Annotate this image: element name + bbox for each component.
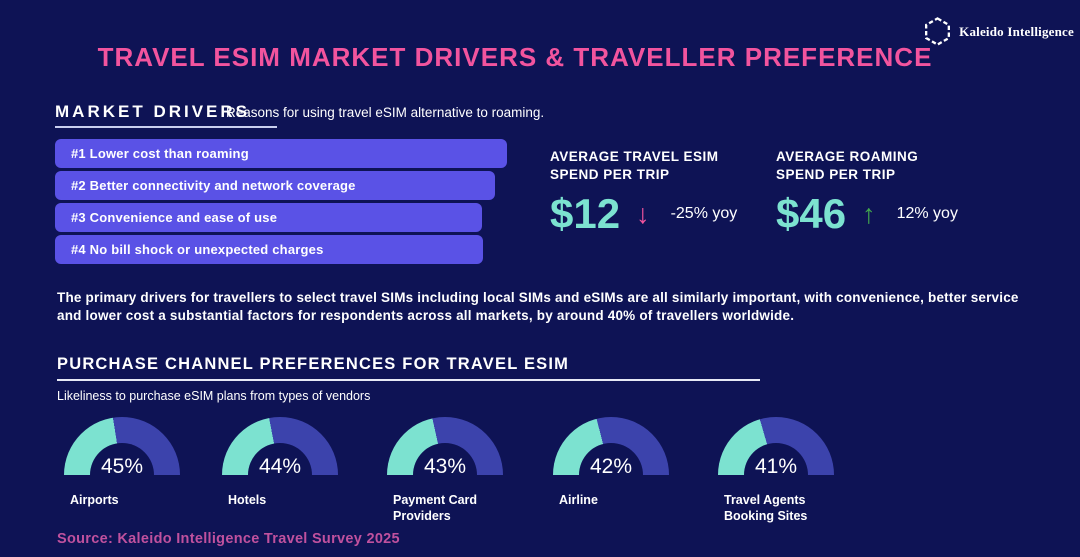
stat-change: -25% yoy	[670, 205, 738, 222]
gauge-value: 43%	[423, 455, 467, 475]
gauge-unit-airports: 45% Airports	[64, 417, 214, 508]
market-drivers-heading: MARKET DRIVERS	[55, 102, 251, 121]
gauge-label: Airports	[70, 493, 119, 507]
gauge-value: 42%	[589, 455, 633, 475]
driver-bar: #3 Convenience and ease of use	[55, 203, 482, 232]
stat-value: $46	[776, 190, 847, 237]
gauge-unit-airline: 42% Airline	[553, 417, 703, 508]
gauge-chart: 42%	[553, 417, 669, 475]
arrow-up-icon: ↑	[862, 198, 876, 229]
gauge-label: Airline	[559, 493, 598, 507]
kaleido-logo: Kaleido Intelligence	[922, 16, 1074, 47]
purchase-channels-subtitle: Likeliness to purchase eSIM plans from t…	[57, 389, 371, 403]
driver-bar: #4 No bill shock or unexpected charges	[55, 235, 483, 264]
gauge-unit-hotels: 44% Hotels	[222, 417, 372, 508]
source-text: Source: Kaleido Intelligence Travel Surv…	[57, 531, 400, 547]
stat-roaming-spend: AVERAGE ROAMING SPEND PER TRIP $46 ↑ 12%…	[776, 148, 958, 235]
driver-bar-label: #1 Lower cost than roaming	[71, 146, 249, 161]
hexagon-logo-icon	[925, 17, 951, 46]
gauge-chart: 43%	[387, 417, 503, 475]
gauge-chart: 41%	[718, 417, 834, 475]
summary-text: The primary drivers for travellers to se…	[57, 290, 1019, 323]
gauge-label: Hotels	[228, 493, 267, 507]
gauge-unit-payment-card-providers: 43% Payment Card Providers	[387, 417, 537, 524]
gauge-value: 41%	[754, 455, 798, 475]
gauge-unit-travel-agents: 41% Travel Agents Booking Sites	[718, 417, 868, 524]
stat-title: AVERAGE ROAMING SPEND PER TRIP	[776, 149, 919, 182]
purchase-channels-heading: PURCHASE CHANNEL PREFERENCES FOR TRAVEL …	[57, 355, 570, 373]
stat-value: $12	[550, 190, 621, 237]
arrow-down-icon: ↓	[636, 198, 650, 229]
driver-bar: #2 Better connectivity and network cover…	[55, 171, 495, 200]
gauge-chart: 45%	[64, 417, 180, 475]
driver-bar-label: #3 Convenience and ease of use	[71, 210, 278, 225]
stat-esim-spend: AVERAGE TRAVEL ESIM SPEND PER TRIP $12 ↓…	[550, 148, 737, 235]
gauge-label: Travel Agents Booking Sites	[724, 493, 808, 523]
driver-bars-chart: #1 Lower cost than roaming #2 Better con…	[55, 139, 507, 267]
stat-change: 12% yoy	[896, 205, 958, 222]
driver-bar-label: #2 Better connectivity and network cover…	[71, 178, 356, 193]
gauge-label: Payment Card Providers	[393, 493, 478, 523]
market-drivers-subtitle: Reasons for using travel eSIM alternativ…	[226, 105, 545, 120]
gauge-value: 45%	[100, 455, 144, 475]
page-title: TRAVEL ESIM MARKET DRIVERS & TRAVELLER P…	[97, 42, 933, 72]
driver-bar: #1 Lower cost than roaming	[55, 139, 507, 168]
market-drivers-underline	[55, 126, 277, 128]
stat-title: AVERAGE TRAVEL ESIM SPEND PER TRIP	[550, 149, 719, 182]
driver-bar-label: #4 No bill shock or unexpected charges	[71, 242, 324, 257]
gauge-value: 44%	[258, 455, 302, 475]
gauge-chart: 44%	[222, 417, 338, 475]
logo-text: Kaleido Intelligence	[959, 23, 1074, 39]
purchase-channels-underline	[57, 379, 760, 381]
